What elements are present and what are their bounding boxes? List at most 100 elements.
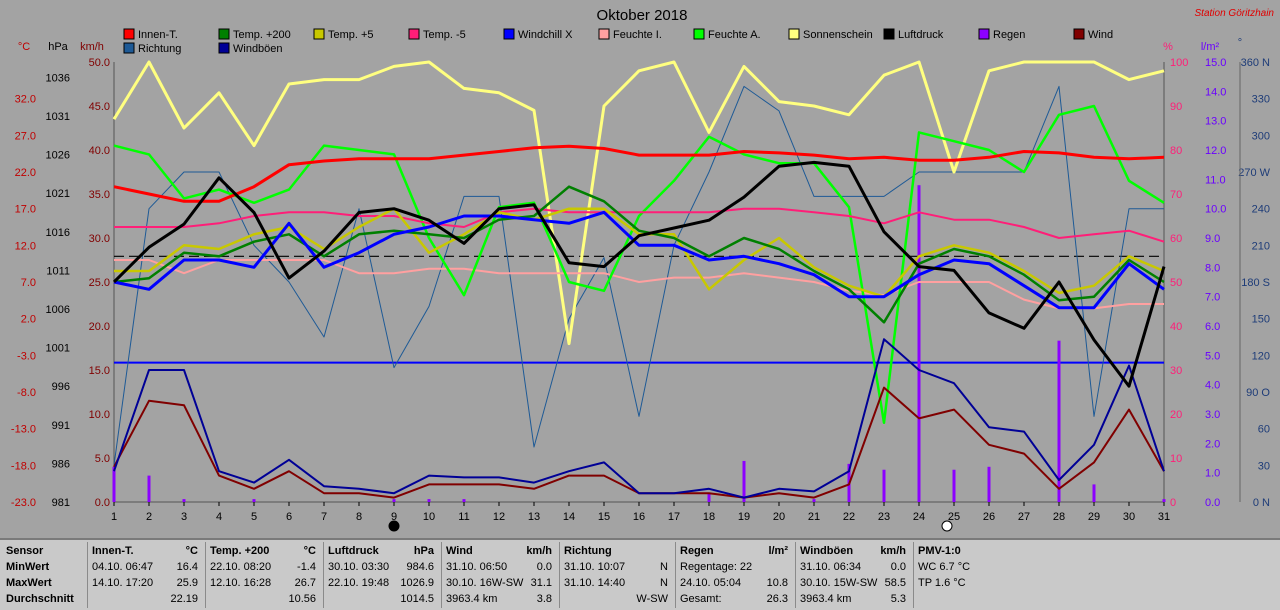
rain-tick-label: 10.0	[1205, 204, 1226, 216]
stats-cell-value: 3.8	[536, 593, 552, 605]
stats-cell-label: 14.10. 17:20	[92, 577, 154, 589]
rain-tick-label: 6.0	[1205, 321, 1220, 333]
x-tick-label: 13	[528, 511, 540, 523]
stats-separator	[795, 542, 796, 608]
stats-separator	[205, 542, 206, 608]
stats-cell: 22.19	[92, 592, 202, 607]
rain-bar	[742, 460, 746, 502]
rain-bar	[812, 499, 816, 502]
rain-tick-label: 12.0	[1205, 145, 1226, 157]
stats-cell-value: -1.4	[297, 561, 316, 573]
stats-panel: Sensor MinWert MaxWert Durchschnitt Inne…	[0, 538, 1280, 610]
legend-swatch	[788, 28, 800, 40]
stats-cell: 1014.5	[328, 592, 438, 607]
stats-column: Luftdruck hPa 30.10. 03:30 984.6 22.10. 19:4…	[328, 542, 438, 608]
stats-separator	[559, 542, 560, 608]
legend-label: Temp. +200	[233, 29, 291, 41]
legend-swatch	[1073, 28, 1085, 40]
stats-cell-label: 22.10. 08:20	[210, 561, 272, 573]
series-line-sonne	[112, 60, 1165, 346]
stats-cell-label: Innen-T.	[92, 545, 134, 557]
pressure-tick-label: 1011	[46, 265, 70, 277]
stats-row-labels: Sensor MinWert MaxWert Durchschnitt	[6, 542, 86, 608]
direction-tick-label: 90 O	[1246, 387, 1270, 399]
series-line-feuchteI	[114, 259, 1164, 310]
direction-tick-label: 330	[1252, 94, 1270, 106]
series-line-windboeen	[113, 338, 1165, 499]
rain-tick-label: 9.0	[1205, 233, 1220, 245]
chart-title: Oktober 2018	[597, 7, 688, 24]
axes: 1 2 3 4 5 6 7 8 9 10 11 12 13 14 15 16 17 18 19 20 21 22 23 24 2…	[11, 57, 1271, 523]
stats-cell-label: Wind	[446, 545, 473, 557]
stats-cell-label: 31.10. 06:34	[800, 561, 862, 573]
stats-cell: 31.10. 06:50 0.0	[446, 560, 556, 575]
rain-bar	[1162, 499, 1166, 502]
wind-tick-label: 0.0	[95, 497, 110, 509]
series-line-innen	[113, 144, 1165, 203]
x-tick-label: 23	[878, 511, 890, 523]
x-tick-label: 21	[808, 511, 820, 523]
x-tick-label: 8	[356, 511, 362, 523]
stats-cell: 30.10. 15W-SW 58.5	[800, 576, 910, 591]
rain-bar	[182, 499, 186, 502]
legend-label: Feuchte I.	[613, 29, 662, 41]
legend-swatch	[123, 28, 135, 40]
stats-column: Temp. +200 °C 22.10. 08:20 -1.4 12.10. 16:28…	[210, 542, 320, 608]
rain-bar	[147, 475, 151, 502]
rain-tick-label: 8.0	[1205, 262, 1220, 274]
stats-cell-label: 30.10. 15W-SW	[800, 577, 878, 589]
stats-cell-label: TP 1.6 °C	[918, 577, 966, 589]
humidity-tick-label: 40	[1170, 321, 1182, 333]
stats-cell: 12.10. 16:28 26.7	[210, 576, 320, 591]
direction-tick-label: 0 N	[1253, 497, 1270, 509]
station-name: Station Göritzhain	[1195, 8, 1275, 19]
stats-cell-value: 25.9	[176, 577, 198, 589]
stats-column-header: Innen-T. °C	[92, 544, 202, 559]
temp-tick-label: -13.0	[11, 424, 36, 436]
x-tick-label: 18	[703, 511, 715, 523]
stats-cell: Gesamt: 26.3	[680, 592, 792, 607]
stats-cell: 30.10. 03:30 984.6	[328, 560, 438, 575]
stats-separator	[441, 542, 442, 608]
temp-tick-label: -3.0	[17, 350, 36, 362]
row-label-min: MinWert	[6, 561, 50, 573]
wind-tick-label: 20.0	[89, 321, 110, 333]
stats-cell-value: hPa	[413, 545, 434, 557]
moon-phase-icon	[388, 520, 400, 532]
stats-separator	[323, 542, 324, 608]
stats-cell-label: Gesamt:	[680, 593, 722, 605]
legend-swatch	[693, 28, 705, 40]
stats-cell-value: 16.4	[176, 561, 198, 573]
stats-cell: 04.10. 06:47 16.4	[92, 560, 202, 575]
humidity-tick-label: 80	[1170, 145, 1182, 157]
direction-tick-label: 180 S	[1241, 277, 1270, 289]
direction-tick-label: 300	[1252, 130, 1270, 142]
stats-cell: 24.10. 05:04 10.8	[680, 576, 792, 591]
humidity-axis-unit: %	[1163, 41, 1173, 53]
x-tick-label: 12	[493, 511, 505, 523]
legend-swatch	[218, 28, 230, 40]
rain-bar	[952, 469, 956, 502]
x-tick-label: 3	[181, 511, 187, 523]
stats-cell-value: W-SW	[636, 593, 668, 605]
stats-cell-label: 31.10. 10:07	[564, 561, 626, 573]
series-line-windchill	[113, 210, 1165, 310]
stats-cell-value: N	[660, 577, 668, 589]
temp-tick-label: -8.0	[17, 387, 36, 399]
stats-cell-value: 58.5	[884, 577, 906, 589]
rain-bar	[392, 499, 396, 502]
legend-label: Windchill X	[518, 29, 573, 41]
stats-cell-value: 0.0	[536, 561, 552, 573]
wind-tick-label: 35.0	[89, 189, 110, 201]
stats-column-header: Wind km/h	[446, 544, 556, 559]
legend-label: Sonnenschein	[803, 29, 873, 41]
legend-label: Regen	[993, 29, 1025, 41]
humidity-tick-label: 20	[1170, 409, 1182, 421]
temp-tick-label: 7.0	[21, 277, 36, 289]
stats-cell-value: 5.3	[890, 593, 906, 605]
rain-tick-label: 3.0	[1205, 409, 1220, 421]
legend-swatch	[883, 28, 895, 40]
temp-tick-label: 2.0	[21, 314, 36, 326]
direction-tick-label: 150	[1252, 314, 1270, 326]
temp-tick-label: 12.0	[15, 240, 36, 252]
